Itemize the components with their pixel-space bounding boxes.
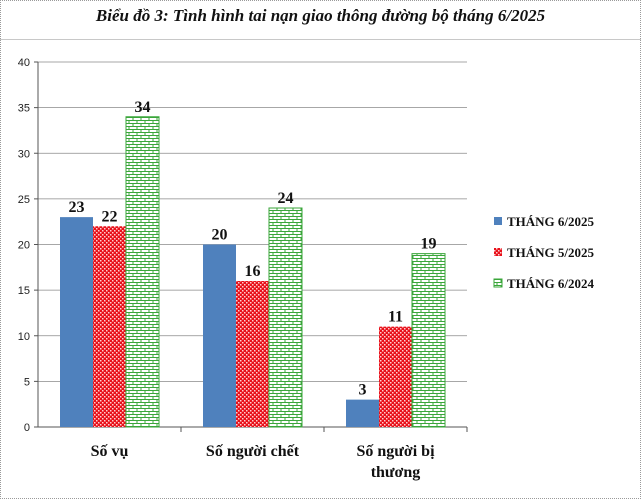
y-tick-label: 15 [18, 285, 30, 297]
bar [379, 326, 412, 427]
x-tick-label: Số người bị [356, 443, 435, 460]
legend: THÁNG 6/2025 THÁNG 5/2025 THÁNG 6/2024 [493, 214, 595, 291]
y-tick-label: 0 [24, 422, 30, 434]
bar [125, 116, 160, 428]
data-label: 16 [245, 263, 261, 280]
legend-swatch [494, 248, 502, 256]
data-label: 19 [421, 236, 437, 253]
legend-swatch [494, 217, 502, 225]
data-label: 34 [135, 99, 151, 116]
title-bar: Biểu đồ 3: Tình hình tai nạn giao thông … [0, 0, 641, 40]
x-tick-label: Số người chết [206, 443, 300, 460]
axes: 0 5 10 15 20 25 30 35 40 Số vụ Số người chết Số ngư… [18, 57, 468, 481]
bar [346, 399, 379, 427]
y-tick-label: 35 [18, 103, 30, 115]
data-labels: 23 22 34 20 16 24 3 11 19 [69, 99, 437, 399]
y-tick-label: 10 [18, 331, 30, 343]
bar [93, 226, 126, 427]
bar [411, 253, 446, 428]
y-tick-label: 25 [18, 194, 30, 206]
data-label: 11 [388, 309, 403, 326]
legend-swatch [493, 278, 503, 288]
bar [60, 217, 93, 427]
bar [268, 207, 303, 428]
x-tick-label: Số vụ [91, 443, 129, 460]
y-tick-label: 30 [18, 148, 30, 160]
bar [203, 244, 236, 427]
chart-title: Biểu đồ 3: Tình hình tai nạn giao thông … [95, 6, 546, 25]
legend-label: THÁNG 5/2025 [507, 245, 595, 260]
bars [60, 116, 446, 428]
y-tick-label: 5 [24, 376, 30, 388]
data-label: 24 [278, 190, 294, 207]
data-label: 3 [359, 382, 367, 399]
x-tick-label: thương [371, 464, 421, 481]
legend-label: THÁNG 6/2024 [507, 276, 595, 291]
y-tick-label: 40 [18, 57, 30, 69]
data-label: 22 [102, 208, 118, 225]
y-tick-label: 20 [18, 240, 30, 252]
data-label: 23 [69, 199, 85, 216]
data-label: 20 [212, 227, 228, 244]
bar [236, 281, 269, 427]
legend-label: THÁNG 6/2025 [507, 214, 595, 229]
